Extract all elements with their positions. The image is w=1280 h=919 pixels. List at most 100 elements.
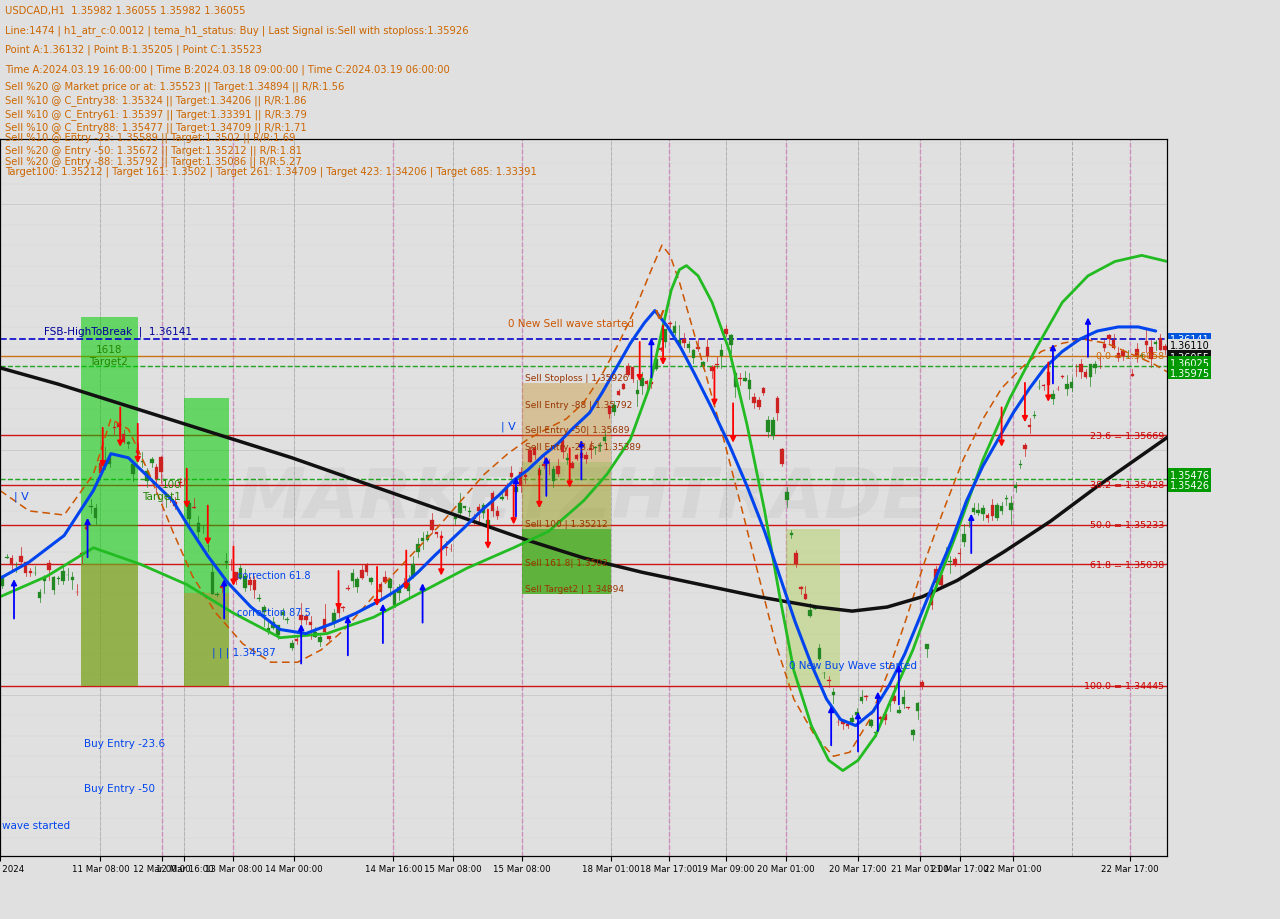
Text: Point A:1.36132 | Point B:1.35205 | Point C:1.35523: Point A:1.36132 | Point B:1.35205 | Poin… [5, 45, 262, 55]
Bar [663, 330, 667, 343]
Bar [972, 508, 975, 513]
Bar [767, 421, 769, 433]
Bar [266, 628, 270, 632]
Bar [215, 595, 219, 596]
Text: | V: | V [502, 421, 516, 431]
Bar [785, 493, 788, 500]
Bar [622, 385, 625, 390]
Bar [425, 535, 429, 540]
Bar [963, 535, 966, 543]
Bar [860, 698, 863, 701]
Bar [902, 698, 905, 705]
Bar [566, 459, 570, 460]
Bar [518, 472, 522, 485]
Text: MARKETZHTRADE: MARKETZHTRADE [237, 465, 931, 531]
Bar [1019, 464, 1021, 465]
Bar [888, 705, 891, 706]
Bar [892, 697, 896, 701]
Bar [1149, 348, 1153, 359]
Bar [19, 557, 23, 562]
Bar [132, 464, 134, 474]
Bar [79, 553, 83, 555]
Bar [716, 364, 718, 366]
Bar [388, 580, 392, 589]
Bar [467, 511, 471, 513]
Bar [771, 421, 774, 437]
Text: Sell %20 @ Entry -88: 1.35792 || Target:1.35086 || R/R:5.27: Sell %20 @ Entry -88: 1.35792 || Target:… [5, 156, 302, 167]
Bar [617, 391, 621, 396]
Bar [742, 379, 746, 381]
Bar [841, 721, 845, 724]
Bar [1028, 425, 1032, 428]
Bar [753, 398, 756, 403]
Bar [47, 563, 51, 570]
Bar [365, 565, 369, 573]
Bar [524, 476, 527, 478]
Bar [481, 505, 485, 514]
Bar [538, 471, 541, 476]
Bar [257, 599, 261, 600]
Bar [608, 407, 611, 414]
Bar [1033, 415, 1036, 416]
Bar [982, 509, 984, 515]
Bar [1042, 385, 1046, 386]
Bar [184, 593, 229, 686]
Text: 1.36025: 1.36025 [1170, 358, 1210, 369]
Bar [991, 505, 995, 516]
Bar [323, 619, 326, 633]
Bar [786, 529, 841, 686]
Bar [1051, 394, 1055, 400]
Bar [453, 516, 457, 519]
Bar [276, 625, 279, 635]
Bar [799, 588, 803, 590]
Bar [977, 510, 980, 514]
Bar [1088, 365, 1092, 378]
Bar [813, 607, 817, 609]
Bar [645, 381, 649, 384]
Bar [370, 578, 372, 583]
Bar [81, 564, 138, 686]
Text: Buy Entry -50: Buy Entry -50 [84, 783, 155, 793]
Bar [584, 456, 588, 460]
Bar [532, 448, 536, 456]
Bar [104, 462, 106, 467]
Bar [673, 326, 677, 334]
Bar [654, 359, 658, 370]
Text: V: V [655, 309, 664, 322]
Bar [351, 573, 355, 582]
Bar [795, 553, 797, 564]
Bar [10, 558, 13, 565]
Bar [155, 468, 159, 480]
Bar [127, 443, 131, 445]
Bar [407, 584, 411, 591]
Bar [580, 453, 584, 459]
Bar [995, 505, 998, 518]
Bar [682, 340, 686, 344]
Bar [252, 581, 256, 590]
Text: Buy Entry -23.6: Buy Entry -23.6 [84, 738, 165, 748]
Bar [99, 464, 102, 473]
Bar [954, 559, 956, 564]
Bar [178, 482, 182, 483]
Text: 1.36141: 1.36141 [1170, 335, 1210, 345]
Bar [328, 637, 332, 639]
Bar [515, 487, 517, 493]
Bar [197, 524, 200, 532]
Text: | V: | V [14, 491, 28, 501]
Bar [1107, 336, 1111, 340]
Bar [705, 348, 709, 357]
Text: Sell %20 @ Market price or at: 1.35523 || Target:1.34894 || R/R:1.56: Sell %20 @ Market price or at: 1.35523 |… [5, 81, 344, 92]
Bar [687, 345, 690, 349]
Bar [986, 515, 989, 518]
Bar [883, 714, 887, 720]
Bar [1144, 341, 1148, 346]
Text: 1618
Target2: 1618 Target2 [90, 345, 128, 367]
Text: 1.36110: 1.36110 [1170, 341, 1210, 351]
Bar [575, 455, 579, 460]
Bar [691, 350, 695, 358]
Text: Sell %10 @ C_Entry38: 1.35324 || Target:1.34206 || R/R:1.86: Sell %10 @ C_Entry38: 1.35324 || Target:… [5, 95, 307, 106]
Bar [543, 464, 545, 467]
Bar [1164, 347, 1167, 351]
Bar [733, 374, 737, 387]
Bar [1079, 365, 1083, 372]
